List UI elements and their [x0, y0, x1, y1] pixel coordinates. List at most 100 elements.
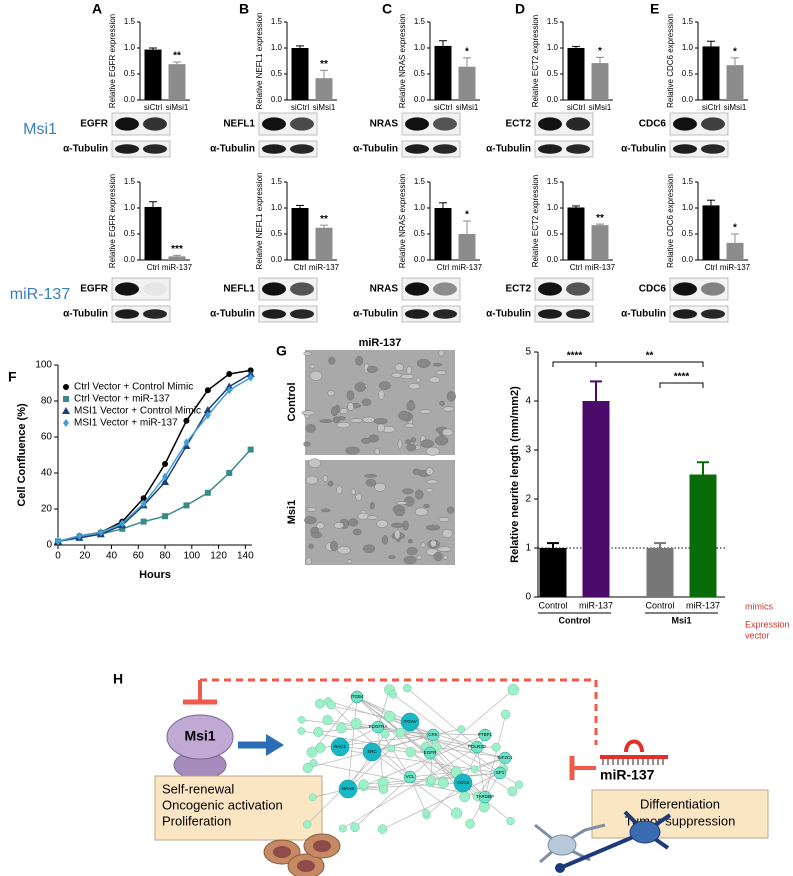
cell-texture	[402, 488, 414, 495]
row-label: miR-137	[10, 286, 71, 303]
blot-label: α-Tubulin	[486, 309, 531, 320]
cell-texture	[442, 528, 453, 538]
y-axis-label: Relative EGFR expression	[108, 174, 117, 268]
blot-band	[538, 309, 562, 319]
panel-label: F	[8, 369, 17, 385]
network-node	[470, 740, 484, 754]
network-edge	[484, 714, 507, 798]
blot-band	[290, 117, 314, 131]
network-node	[426, 728, 440, 742]
cell-texture	[416, 555, 422, 560]
blot-band	[566, 282, 590, 296]
cell-texture	[430, 539, 437, 548]
data-point	[162, 513, 169, 520]
bar	[144, 49, 162, 100]
mir-loop	[624, 739, 644, 753]
neuron-terminal	[555, 863, 565, 873]
cell-texture	[438, 517, 450, 522]
cell-texture	[327, 480, 334, 487]
network-node	[405, 746, 416, 758]
cell-texture	[378, 381, 391, 390]
x-tick-label: miR-137	[585, 263, 616, 272]
network-node	[507, 786, 518, 797]
blot-label: NEFL1	[223, 119, 255, 130]
cell-texture	[403, 556, 417, 565]
cell-texture	[378, 389, 385, 400]
blot-band	[673, 282, 697, 296]
bar	[168, 64, 186, 100]
y-tick-label: 1.0	[124, 203, 136, 212]
data-point	[204, 489, 211, 496]
network-node-label: CDC6	[457, 780, 470, 785]
x-tick-label: miR-137	[579, 600, 613, 610]
x-tick-label: Ctrl	[147, 263, 160, 272]
blot-band	[433, 117, 457, 131]
y-tick-label: 0.0	[414, 95, 426, 104]
blot-band	[433, 309, 457, 319]
blot-label: α-Tubulin	[486, 144, 531, 155]
blot-band	[262, 282, 286, 296]
blot-band	[262, 117, 286, 131]
cell-texture	[303, 351, 312, 356]
cell-texture	[374, 482, 386, 492]
cell-texture	[369, 502, 375, 510]
network-node	[350, 718, 362, 730]
y-tick-label: 5	[525, 347, 531, 358]
bar	[591, 63, 609, 100]
cell-texture	[446, 506, 455, 514]
network-node	[478, 728, 492, 742]
function-text: Proliferation	[162, 813, 231, 828]
blot-band	[701, 117, 725, 131]
cell-texture	[373, 418, 388, 425]
cell-texture	[394, 529, 401, 540]
blot-label: ECT2	[505, 119, 531, 130]
cell-texture	[362, 544, 376, 554]
network-node	[297, 716, 306, 724]
cell-texture	[319, 419, 333, 423]
network-node	[314, 698, 325, 709]
blot-label: CDC6	[639, 284, 667, 295]
function-text: Differentiation	[640, 796, 720, 811]
cell-texture	[345, 446, 360, 455]
data-point	[226, 470, 233, 476]
function-box	[591, 789, 769, 839]
x-tick-label: siCtrl	[291, 103, 309, 112]
blot-band	[143, 117, 167, 131]
x-tick-label: Ctrl	[294, 263, 307, 272]
blot-band	[433, 282, 457, 296]
x-tick-label: miR-137	[686, 600, 720, 610]
y-axis-label: Relative ECT2 expression	[531, 15, 540, 107]
network-edge	[354, 776, 411, 828]
network-node	[362, 742, 382, 762]
significance-bracket	[595, 361, 704, 367]
micrograph-title: miR-137	[359, 337, 402, 349]
y-tick-label: 1.0	[414, 203, 426, 212]
x-tick-label: siCtrl	[434, 103, 452, 112]
y-tick-label: 1.0	[547, 43, 559, 52]
cell-texture	[308, 458, 321, 468]
y-tick-label: 0.5	[414, 69, 426, 78]
network-node	[457, 725, 466, 734]
cell-texture	[404, 423, 415, 428]
blot-label: CDC6	[639, 119, 667, 130]
msi1-label: Msi1	[184, 728, 215, 744]
data-point	[204, 387, 211, 394]
blot-band	[405, 309, 429, 319]
network-node	[306, 746, 318, 758]
data-point	[140, 495, 147, 502]
network-node	[459, 791, 471, 803]
cell-texture	[400, 374, 414, 380]
blot-band	[115, 117, 139, 131]
blot-band	[673, 144, 697, 154]
cell-texture	[355, 356, 364, 366]
significance: *	[733, 223, 737, 234]
cell-texture	[346, 390, 355, 401]
network-node	[400, 712, 420, 732]
blot-label: NEFL1	[223, 284, 255, 295]
network-node	[350, 690, 364, 704]
blot-label: α-Tubulin	[63, 144, 108, 155]
network-edge	[371, 751, 457, 814]
y-tick-label: 0.5	[271, 229, 283, 238]
mir-label: miR-137	[600, 767, 655, 783]
y-tick-label: 1.5	[414, 17, 426, 26]
